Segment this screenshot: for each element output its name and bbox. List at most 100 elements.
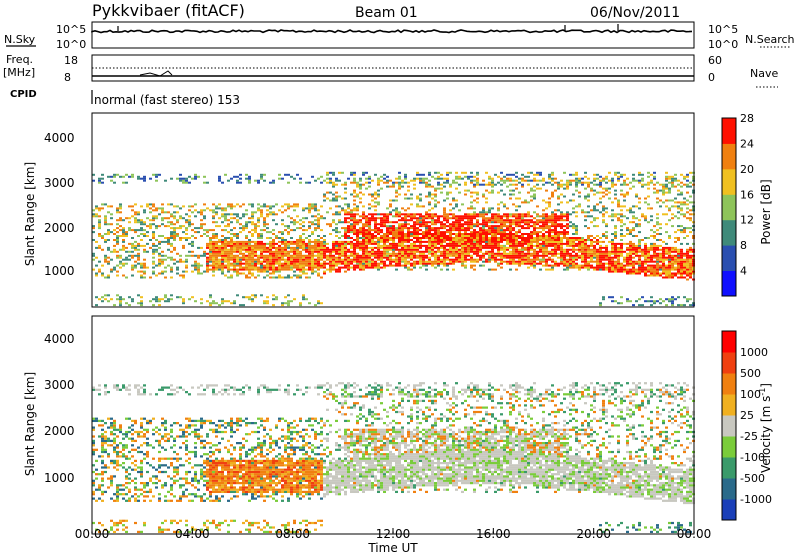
power-cell (131, 173, 134, 176)
power-cell (455, 225, 458, 228)
power-cell (380, 239, 383, 241)
power-cell (575, 171, 578, 174)
power-cell (215, 240, 218, 243)
power-cell (590, 260, 593, 263)
power-cell (551, 231, 554, 234)
power-cell (314, 262, 317, 265)
power-cell (107, 205, 110, 208)
power-cell (674, 248, 677, 251)
power-cell (404, 250, 407, 253)
power-cell (536, 183, 539, 186)
power-cell (167, 264, 170, 267)
power-cell (323, 217, 326, 220)
power-cell (656, 270, 659, 273)
power-cell (359, 219, 362, 222)
power-cell (377, 223, 380, 226)
power-cell (341, 242, 344, 245)
power-cell (134, 229, 137, 232)
power-cell (680, 258, 683, 261)
power-cell (206, 207, 209, 210)
power-cell (644, 183, 647, 186)
power-cell (362, 260, 365, 263)
power-cell (635, 244, 638, 247)
power-cell (452, 179, 455, 182)
power-cell (518, 229, 521, 232)
power-cell (605, 207, 608, 210)
power-cell (554, 264, 557, 267)
power-cell (431, 242, 434, 245)
power-cell (362, 215, 365, 218)
power-cell (335, 260, 338, 263)
power-cell (437, 231, 440, 234)
power-cell (218, 217, 221, 220)
power-cell (602, 250, 605, 253)
power-cell (482, 256, 485, 259)
nave-tick-bottom: 0 (708, 71, 715, 84)
power-cell (233, 250, 236, 253)
power-cell (185, 219, 188, 222)
power-cell (290, 256, 293, 259)
power-cell (524, 248, 527, 251)
power-cell (455, 260, 458, 263)
power-cell (674, 246, 677, 249)
power-cell (599, 201, 602, 204)
power-cell (593, 240, 596, 243)
power-cell (179, 217, 182, 220)
power-cell (254, 242, 257, 245)
power-cell (257, 242, 260, 245)
power-cell (491, 179, 494, 182)
power-cell (614, 171, 617, 174)
power-cell (605, 262, 608, 265)
power-cell (380, 229, 383, 232)
power-cell (563, 258, 566, 261)
power-cell (245, 264, 248, 267)
power-cell (380, 260, 383, 263)
power-cell (212, 302, 215, 305)
power-cell (308, 221, 311, 224)
power-cell (104, 258, 107, 261)
power-cell (251, 266, 254, 269)
power-cell (152, 203, 155, 206)
power-cell (596, 183, 599, 186)
power-cell (296, 268, 299, 271)
power-cell (551, 217, 554, 220)
power-cell (200, 219, 203, 222)
power-cell (632, 177, 635, 180)
power-cell (278, 266, 281, 269)
power-cell (146, 205, 149, 208)
power-cell (380, 219, 383, 222)
power-cell (116, 173, 119, 176)
power-cell (254, 264, 257, 267)
power-cell (215, 205, 218, 208)
power-cell (254, 227, 257, 230)
power-cell (212, 209, 215, 212)
power-cell (458, 260, 461, 263)
power-cell (572, 237, 575, 239)
power-cell (437, 219, 440, 222)
power-cell (140, 223, 143, 226)
power-cell (566, 231, 569, 234)
power-cell (218, 177, 221, 180)
power-cell (578, 195, 581, 198)
power-cell (212, 268, 215, 271)
power-cell (449, 191, 452, 194)
power-cell (362, 213, 365, 216)
power-cell (365, 235, 368, 237)
power-cell (257, 237, 260, 239)
power-cell (317, 217, 320, 220)
power-cell (296, 248, 299, 251)
power-cell (512, 183, 515, 186)
power-cell (377, 179, 380, 182)
power-cell (647, 270, 650, 273)
power-cell (467, 250, 470, 253)
power-cell (620, 242, 623, 245)
power-cell (638, 223, 641, 226)
power-cell (635, 235, 638, 237)
power-cell (557, 195, 560, 198)
power-cell (230, 240, 233, 243)
power-cell (275, 256, 278, 259)
power-cell (158, 242, 161, 245)
power-cell (320, 250, 323, 253)
power-cell (431, 193, 434, 196)
power-cell (227, 256, 230, 259)
